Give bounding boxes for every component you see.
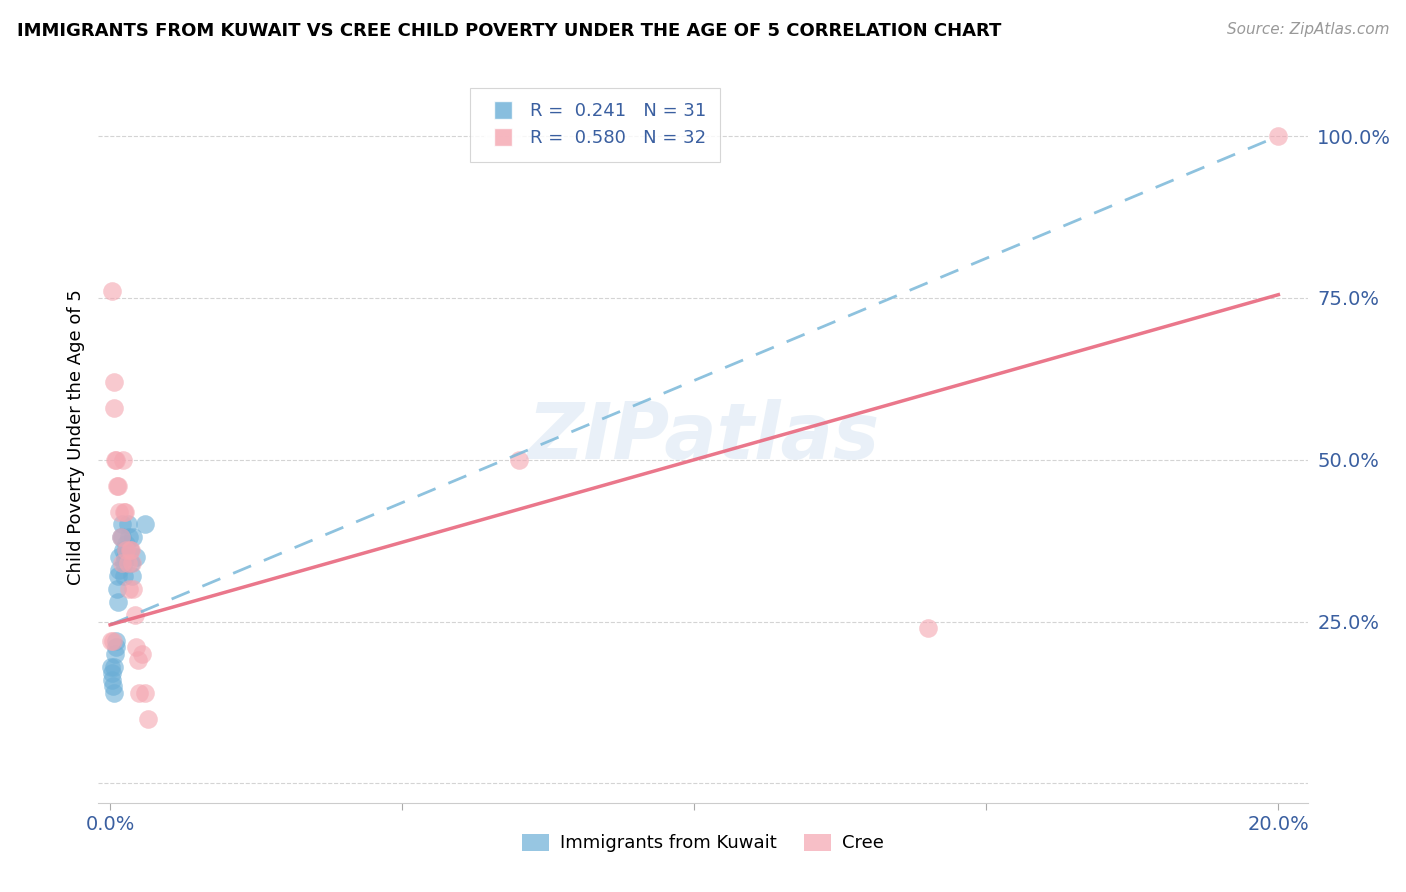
Point — [134, 517, 156, 532]
Point — [117, 557, 139, 571]
Point — [101, 634, 124, 648]
Point — [104, 647, 127, 661]
Point — [125, 640, 148, 655]
Point — [125, 549, 148, 564]
Point — [104, 640, 127, 655]
Point — [112, 504, 135, 518]
Point — [118, 543, 141, 558]
Point — [110, 530, 132, 544]
Point — [115, 543, 138, 558]
Point — [105, 582, 128, 597]
Point — [111, 557, 134, 571]
Point — [107, 569, 129, 583]
Point — [118, 582, 141, 597]
Point — [134, 686, 156, 700]
Point — [100, 634, 122, 648]
Point — [128, 686, 150, 700]
Point — [108, 504, 131, 518]
Point — [112, 557, 135, 571]
Point — [101, 679, 124, 693]
Point — [103, 375, 125, 389]
Point — [105, 478, 128, 492]
Point — [111, 452, 134, 467]
Point — [110, 530, 132, 544]
Point — [508, 452, 530, 467]
Y-axis label: Child Poverty Under the Age of 5: Child Poverty Under the Age of 5 — [66, 289, 84, 585]
Point — [101, 666, 124, 681]
Point — [121, 569, 143, 583]
Point — [121, 557, 143, 571]
Point — [111, 543, 134, 558]
Text: Source: ZipAtlas.com: Source: ZipAtlas.com — [1226, 22, 1389, 37]
Point — [103, 686, 125, 700]
Text: ZIPatlas: ZIPatlas — [527, 399, 879, 475]
Point — [103, 401, 125, 415]
Point — [118, 530, 141, 544]
Point — [124, 608, 146, 623]
Point — [115, 543, 138, 558]
Point — [917, 621, 939, 635]
Text: IMMIGRANTS FROM KUWAIT VS CREE CHILD POVERTY UNDER THE AGE OF 5 CORRELATION CHAR: IMMIGRANTS FROM KUWAIT VS CREE CHILD POV… — [17, 22, 1001, 40]
Point — [101, 673, 124, 687]
Point — [108, 549, 131, 564]
Point — [136, 712, 159, 726]
Point — [100, 660, 122, 674]
Point — [108, 563, 131, 577]
Point — [118, 543, 141, 558]
Point — [131, 647, 153, 661]
Point — [103, 660, 125, 674]
Point — [107, 595, 129, 609]
Point — [127, 653, 149, 667]
Point — [104, 634, 127, 648]
Point — [122, 530, 145, 544]
Point — [115, 537, 138, 551]
Point — [1267, 129, 1289, 144]
Point — [101, 285, 124, 299]
Legend: Immigrants from Kuwait, Cree: Immigrants from Kuwait, Cree — [515, 826, 891, 860]
Point — [112, 569, 135, 583]
Point — [114, 504, 136, 518]
Point — [114, 549, 136, 564]
Point — [111, 530, 134, 544]
Point — [111, 517, 134, 532]
Point — [120, 543, 142, 558]
Point — [120, 557, 142, 571]
Point — [117, 517, 139, 532]
Point — [104, 452, 127, 467]
Point — [107, 478, 129, 492]
Point — [122, 582, 145, 597]
Point — [104, 452, 127, 467]
